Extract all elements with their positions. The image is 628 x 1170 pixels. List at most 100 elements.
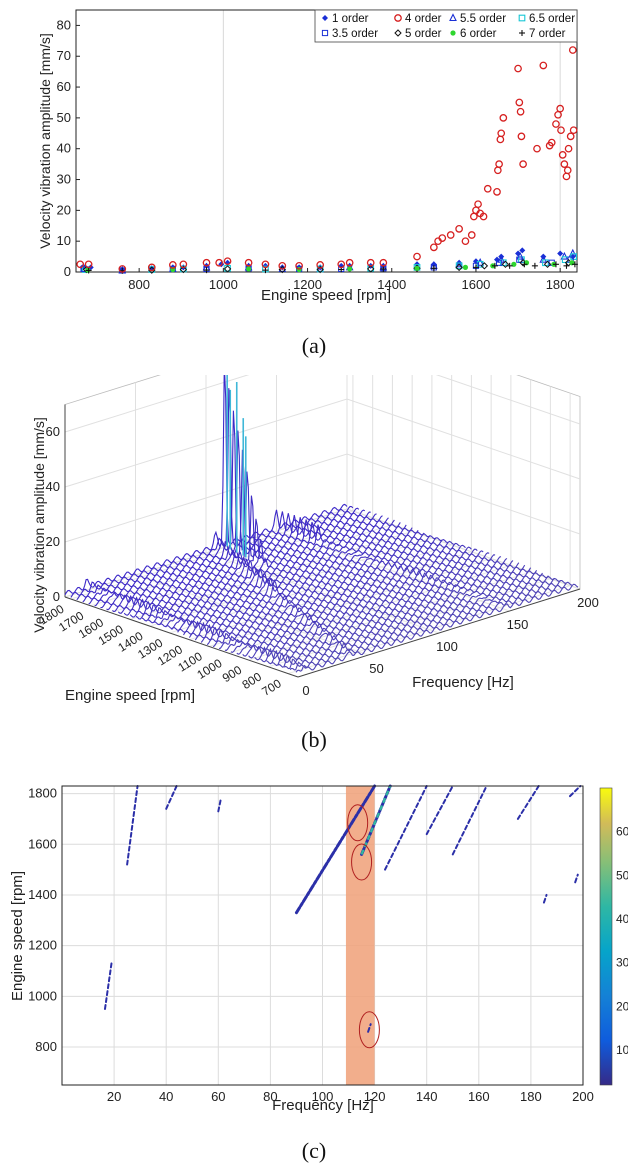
panel-a-data-point xyxy=(430,243,438,252)
panel-c-colorbar-tick-label: 10 xyxy=(616,1043,628,1057)
panel-a-x-tick-label: 1000 xyxy=(209,277,238,292)
panel-a-x-tick-label: 1400 xyxy=(377,277,406,292)
panel-a-y-tick-label: 50 xyxy=(57,110,71,125)
panel-c-x-tick-label: 200 xyxy=(572,1089,594,1104)
panel-b-spectrum-line xyxy=(260,572,543,663)
panel-a-data-point xyxy=(455,224,463,233)
panel-a-y-axis-label: Velocity vibration amplitude [mm/s] xyxy=(37,33,53,249)
panel-a-data-point xyxy=(467,231,476,239)
panel-a-data-point xyxy=(118,265,127,273)
panel-b-x-tick-label: 100 xyxy=(436,639,458,654)
panel-a-data-point xyxy=(261,260,270,269)
panel-a-legend-marker xyxy=(322,15,328,21)
panel-a-legend-label: 1 order xyxy=(332,13,369,25)
panel-b-z-tick-label: 20 xyxy=(46,534,60,549)
panel-a-legend-label: 6.5 order xyxy=(529,13,575,25)
panel-a-data-point xyxy=(366,258,375,267)
panel-a-data-point xyxy=(491,262,498,269)
panel-c-order-ridge xyxy=(542,893,548,904)
panel-c-order-ridge xyxy=(384,785,428,871)
panel-a-data-point xyxy=(246,266,252,272)
panel-c-x-tick-label: 20 xyxy=(107,1089,121,1104)
panel-b-spectrum-line xyxy=(94,471,377,607)
panel-a-data-point xyxy=(479,212,488,221)
panel-a-y-tick-label: 10 xyxy=(57,233,71,248)
panel-b-spectrum-line xyxy=(141,531,425,622)
panel-b-x-axis-label: Frequency [Hz] xyxy=(412,674,514,691)
panel-b-spectrum-line xyxy=(200,550,484,643)
panel-a-x-tick-label: 800 xyxy=(128,277,150,292)
panel-a-data-point xyxy=(552,120,560,128)
panel-a-data-point xyxy=(179,260,188,269)
panel-c-order-ridge xyxy=(126,785,139,866)
panel-a-data-point xyxy=(516,251,525,260)
panel-b-x-tick-label: 150 xyxy=(507,617,529,632)
panel-a-data-point xyxy=(85,267,92,274)
panel-c-y-tick-label: 1000 xyxy=(28,988,57,1003)
panel-a-data-point xyxy=(547,138,556,147)
panel-a-data-point xyxy=(84,260,93,269)
panel-b-spectrum-line xyxy=(147,533,431,624)
panel-b-y-tick-label: 700 xyxy=(259,676,284,699)
panel-a-data-point xyxy=(493,188,501,196)
panel-b-spectrum-line xyxy=(283,580,567,670)
panel-c-highlight-ellipse xyxy=(351,843,373,881)
panel-a-data-point xyxy=(474,200,482,209)
panel-a-y-tick-label: 40 xyxy=(57,141,71,156)
panel-c-y-tick-label: 1400 xyxy=(28,887,57,902)
panel-a-data-point xyxy=(558,151,567,159)
panel-b-spectrum-line xyxy=(135,529,419,620)
panel-a-y-tick-label: 0 xyxy=(64,264,71,279)
panel-a-data-point xyxy=(438,234,447,242)
panel-a-legend-marker xyxy=(519,30,525,36)
panel-b-z-tick-label: 40 xyxy=(46,479,60,494)
panel-a-data-point xyxy=(472,264,479,271)
panel-c-x-tick-label: 180 xyxy=(520,1089,542,1104)
panel-a-data-point xyxy=(515,98,524,107)
panel-a-data-point xyxy=(497,129,506,138)
panel-c-order-ridge xyxy=(367,1023,372,1033)
panel-a-y-tick-label: 20 xyxy=(57,202,71,217)
panel-c-x-axis-label: Frequency [Hz] xyxy=(272,1097,374,1114)
panel-a-data-point xyxy=(380,265,387,272)
panel-b-spectrum-line xyxy=(206,552,490,646)
panel-a-data-point xyxy=(316,261,325,269)
panel-a-data-point xyxy=(562,172,571,181)
panel-a-data-point xyxy=(147,263,156,272)
panel-a-data-point xyxy=(514,64,522,73)
panel-a-data-point xyxy=(516,256,523,263)
panel-c-x-tick-label: 160 xyxy=(468,1089,490,1104)
panel-a-legend-label: 5 order xyxy=(405,28,442,40)
panel-a-data-point xyxy=(461,237,470,246)
panel-c-order-ridge xyxy=(165,785,178,810)
panel-a-data-point xyxy=(557,250,564,257)
panel-a-x-tick-label: 1200 xyxy=(293,277,322,292)
panel-a-legend-label: 6 order xyxy=(460,28,497,40)
panel-b-y-axis-label: Engine speed [rpm] xyxy=(65,687,195,704)
panel-a-data-point xyxy=(455,262,463,270)
panel-c-highlight-ellipse xyxy=(358,1011,380,1049)
panel-a-data-point xyxy=(499,114,508,122)
panel-a-y-tick-label: 80 xyxy=(57,17,71,32)
caption-a: (a) xyxy=(301,333,327,358)
panel-a-data-point xyxy=(531,262,538,269)
panel-a-data-point xyxy=(496,259,503,266)
panel-c-order-ridge xyxy=(103,962,113,1010)
panel-b-side-wall xyxy=(346,375,581,590)
panel-c-order-ridge xyxy=(217,797,222,813)
panel-a-data-point xyxy=(223,257,232,266)
panel-c-colorbar-tick-label: 50 xyxy=(616,868,628,882)
panel-b-gridline xyxy=(64,375,581,433)
panel-c-colorbar-tick-label: 40 xyxy=(616,912,628,926)
panel-a-x-axis-label: Engine speed [rpm] xyxy=(261,287,391,304)
panel-c-colorbar-tick-label: 30 xyxy=(616,956,628,970)
panel-a-data-point xyxy=(203,267,210,274)
panel-a-data-point xyxy=(539,254,548,263)
panel-c-order-ridge xyxy=(516,785,540,820)
panel-a-data-point xyxy=(494,166,502,175)
panel-a-data-point xyxy=(347,266,353,272)
panel-a-legend-label: 4 order xyxy=(405,13,442,25)
panel-a-data-point xyxy=(202,258,211,267)
panel-a-data-point xyxy=(223,265,232,273)
panel-a-data-point xyxy=(539,61,548,70)
